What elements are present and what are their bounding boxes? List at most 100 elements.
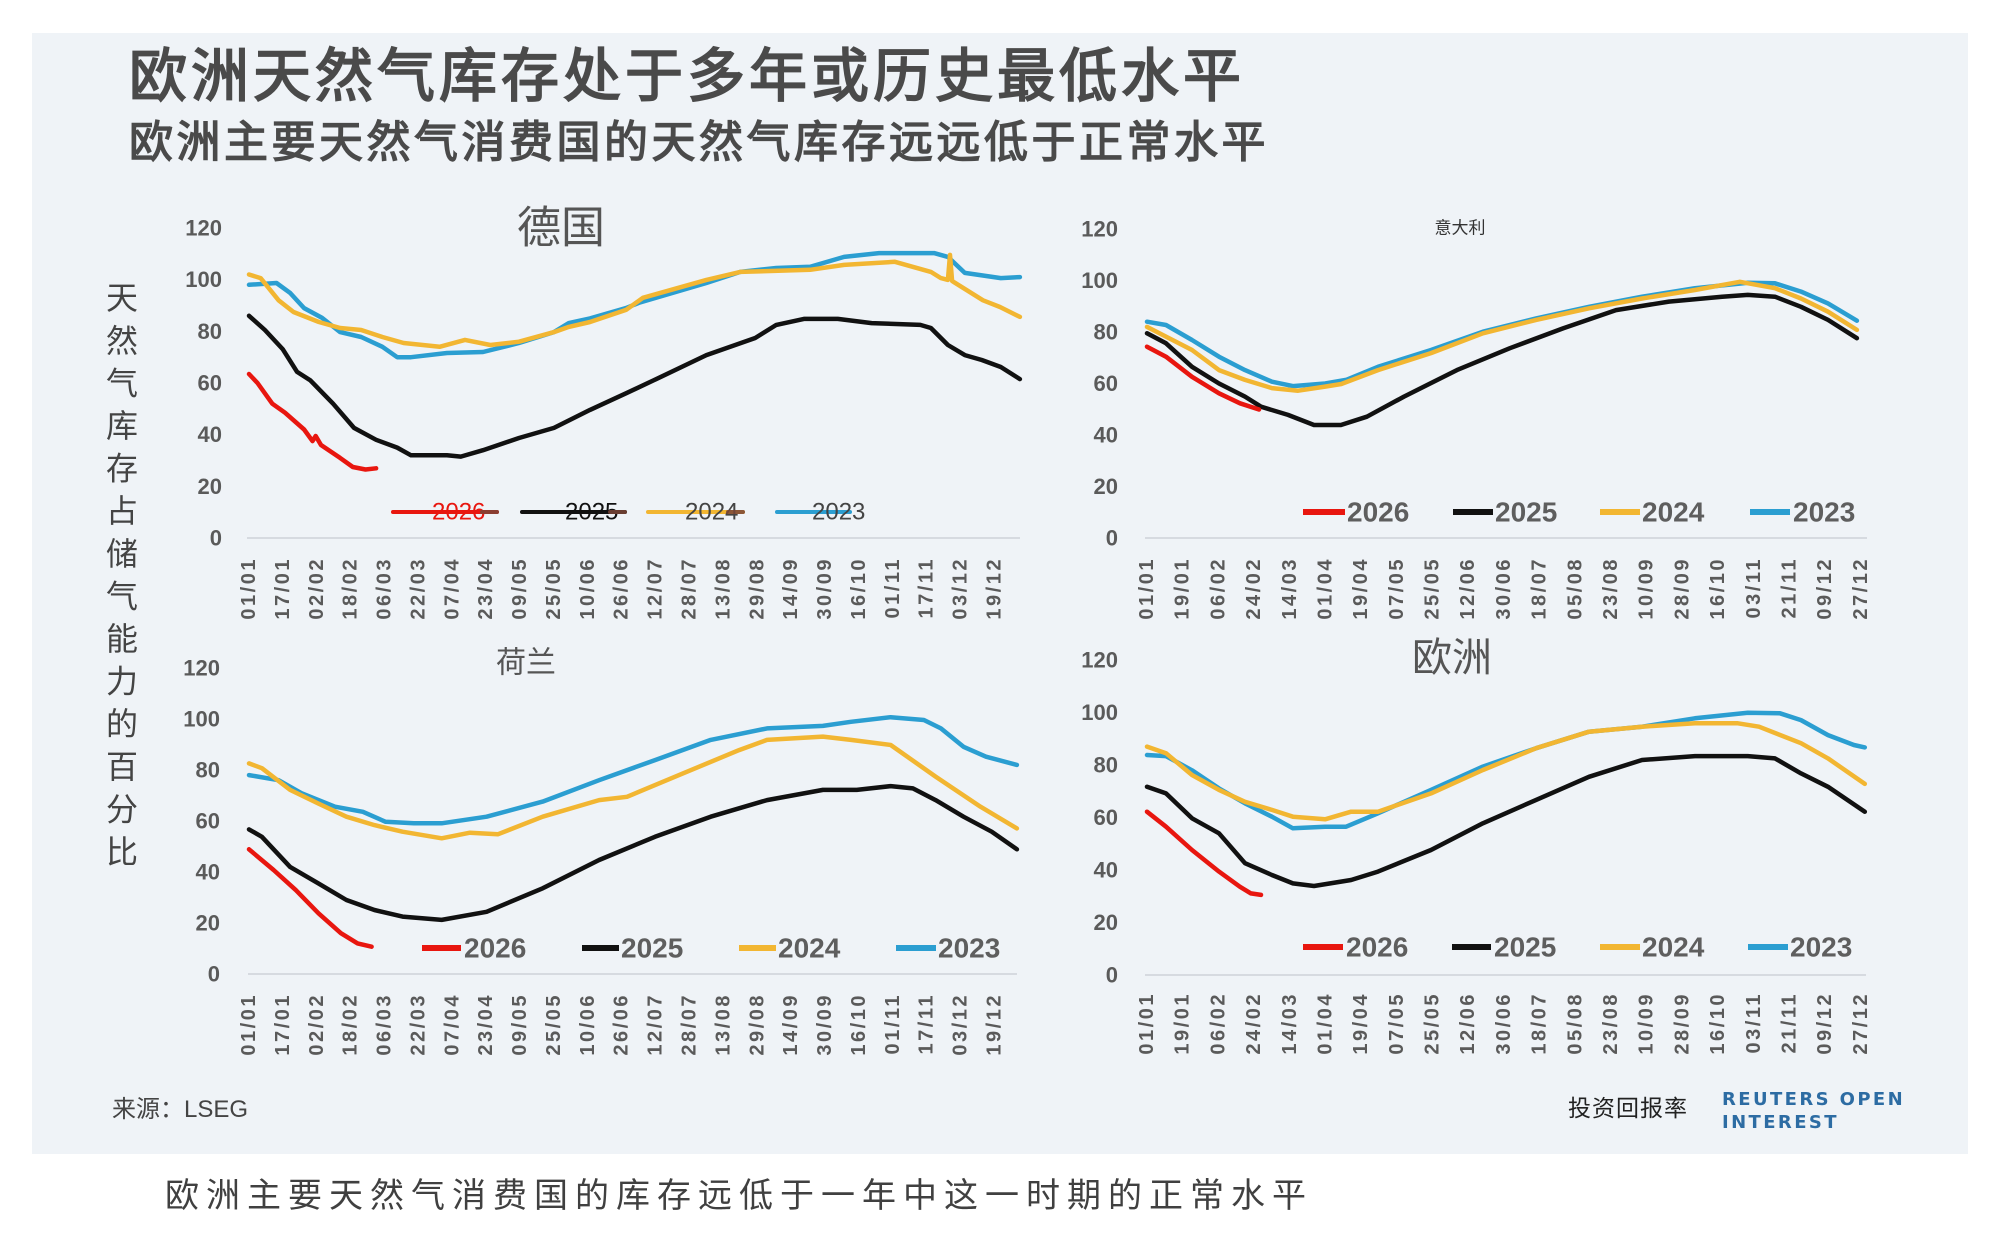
series-line-2025 (1144, 292, 1860, 428)
x-tick-label: 14/03 (1279, 557, 1301, 620)
x-tick-label: 16/10 (848, 993, 870, 1056)
x-tick-label: 09/05 (509, 993, 531, 1056)
x-tick-label: 24/02 (1243, 557, 1265, 620)
y-axis-label: 天然气库存占储气能力的百分比 (102, 281, 138, 878)
series-line-2026 (1144, 344, 1262, 412)
y-tick-label: 20 (1094, 910, 1118, 935)
plot-area (246, 250, 1023, 472)
x-tick-label: 16/10 (848, 557, 870, 620)
x-tick-label: 25/05 (1422, 557, 1444, 620)
y-tick-label: 20 (198, 474, 222, 499)
x-tick-label: 19/04 (1350, 557, 1372, 620)
y-tick-label: 60 (1094, 371, 1118, 396)
x-tick-label: 09/12 (1814, 557, 1836, 620)
x-axis: 01/01 17/01 02/02 18/02 06/03 22/03 07/04 23/04… (238, 557, 1006, 620)
x-tick-label: 03/12 (950, 993, 972, 1056)
x-tick-label: 19/12 (984, 557, 1006, 620)
x-tick-label: 02/02 (306, 993, 328, 1056)
x-tick-label: 03/11 (1743, 557, 1765, 618)
legend-label: 2026 (1346, 932, 1408, 963)
x-tick-label: 12/07 (645, 557, 667, 620)
x-tick-label: 18/02 (340, 993, 362, 1056)
x-tick-label: 06/02 (1207, 992, 1229, 1055)
y-tick-label: 20 (1094, 474, 1118, 499)
legend-label: 2025 (621, 933, 683, 964)
y-tick-label: 0 (210, 526, 222, 551)
x-tick-label: 19/01 (1172, 557, 1194, 620)
legend-label: 2023 (812, 499, 865, 526)
legend-label: 2024 (1642, 497, 1705, 528)
series-line-2025 (1144, 753, 1868, 889)
y-tick-label: 100 (185, 267, 222, 292)
x-tick-label: 01/01 (238, 993, 260, 1056)
legend-label: 2026 (432, 499, 485, 526)
x-tick-label: 01/01 (238, 557, 260, 620)
legend-item-2026: 2026 (1303, 932, 1408, 963)
series-line-2026 (246, 847, 374, 949)
y-tick-label: 0 (1106, 963, 1118, 988)
legend: 2026 2025 2024 2023 (1303, 932, 1852, 963)
legend-item-2023: 2023 (1748, 932, 1852, 963)
y-tick-label: 0 (208, 962, 220, 987)
brand-logo: REUTERS OPEN INTEREST (1722, 1088, 1905, 1134)
legend-label: 2025 (1494, 932, 1556, 963)
legend-label: 2026 (1347, 497, 1409, 528)
x-tick-label: 05/08 (1564, 992, 1586, 1055)
y-tick-label: 40 (1094, 423, 1118, 448)
x-tick-label: 01/01 (1136, 557, 1158, 620)
x-tick-label: 25/05 (1422, 992, 1444, 1055)
x-tick-label: 19/04 (1350, 992, 1372, 1055)
x-tick-label: 26/06 (611, 557, 633, 620)
x-tick-label: 07/04 (441, 557, 463, 620)
series-line-2026 (246, 371, 379, 472)
y-tick-label: 120 (1081, 648, 1118, 673)
y-tick-label: 20 (196, 911, 220, 936)
y-tick-label: 40 (198, 422, 222, 447)
x-tick-label: 28/07 (679, 557, 701, 620)
legend-item-2024: 2024 (1600, 497, 1705, 528)
y-tick-label: 100 (1081, 268, 1118, 293)
x-tick-label: 12/06 (1457, 557, 1479, 620)
x-axis: 01/01 19/01 06/02 24/02 14/03 01/04 19/04 07/05… (1136, 992, 1872, 1055)
y-axis: 0 20 40 60 80 100 120 (1081, 217, 1118, 551)
x-tick-label: 18/02 (340, 557, 362, 620)
x-axis: 01/01 19/01 06/02 24/02 14/03 01/04 19/04 07/05… (1136, 557, 1872, 620)
y-tick-label: 80 (1094, 753, 1118, 778)
y-tick-label: 60 (1094, 805, 1118, 830)
plot-area (246, 714, 1020, 949)
legend-item-2025: 2025 (1453, 497, 1557, 528)
y-tick-label: 120 (185, 216, 222, 241)
x-tick-label: 23/04 (475, 993, 497, 1056)
page-title: 欧洲天然气库存处于多年或历史最低水平 (129, 44, 1246, 109)
x-tick-label: 01/11 (882, 993, 904, 1054)
y-axis: 0 20 40 60 80 100 120 (185, 216, 222, 551)
legend-label: 2024 (778, 933, 841, 964)
brand-line-2: INTEREST (1722, 1112, 1839, 1133)
figure-caption: 欧洲主要天然气消费国的库存远低于一年中这一时期的正常水平 (165, 1177, 1313, 1215)
column-tag: 投资回报率 (1568, 1095, 1688, 1121)
plot-area (1144, 279, 1860, 428)
legend-item-2026: 2026 (1303, 497, 1409, 528)
x-tick-label: 18/07 (1529, 992, 1551, 1055)
x-tick-label: 26/06 (611, 993, 633, 1056)
x-tick-label: 10/09 (1636, 992, 1658, 1055)
x-axis: 01/01 17/01 02/02 18/02 06/03 22/03 07/04 23/04… (238, 993, 1006, 1056)
x-tick-label: 27/12 (1850, 992, 1872, 1055)
x-tick-label: 17/01 (272, 557, 294, 620)
x-tick-label: 10/06 (577, 557, 599, 620)
x-tick-label: 17/01 (272, 993, 294, 1056)
x-tick-label: 27/12 (1850, 557, 1872, 620)
x-tick-label: 24/02 (1243, 992, 1265, 1055)
x-tick-label: 01/11 (882, 557, 904, 618)
legend-label: 2023 (1793, 497, 1855, 528)
legend-item-2023: 2023 (896, 933, 1000, 964)
x-tick-label: 06/03 (374, 993, 396, 1056)
x-tick-label: 18/07 (1529, 557, 1551, 620)
y-tick-label: 120 (183, 656, 220, 681)
y-tick-label: 40 (196, 860, 220, 885)
x-tick-label: 14/09 (780, 557, 802, 620)
x-tick-label: 22/03 (407, 557, 429, 620)
series-line-2025 (246, 313, 1023, 459)
x-tick-label: 05/08 (1564, 557, 1586, 620)
y-tick-label: 80 (198, 319, 222, 344)
